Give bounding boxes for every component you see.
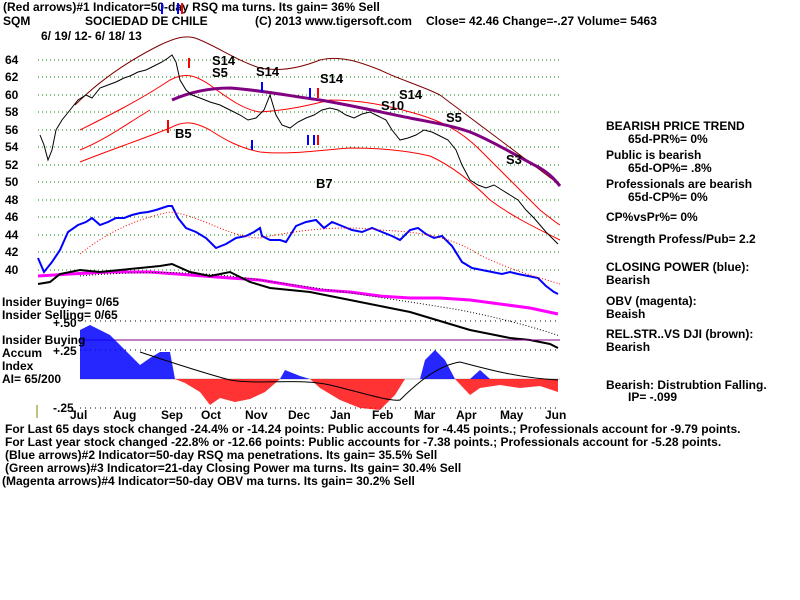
trend-title: BEARISH PRICE TREND — [606, 119, 745, 133]
month-tick: Nov — [245, 408, 268, 422]
accum-ma-line — [139, 351, 559, 401]
price-tick: 42 — [5, 245, 19, 259]
price-tick: 54 — [5, 140, 19, 154]
month-tick: Feb — [372, 408, 394, 422]
month-tick: Oct — [201, 408, 222, 422]
price-tick: 64 — [5, 53, 19, 67]
price-tick: 40 — [5, 263, 19, 277]
price-tick: 44 — [5, 228, 19, 242]
price-tick: 52 — [5, 158, 19, 172]
ma50-line — [171, 86, 562, 187]
month-tick: Apr — [456, 408, 477, 422]
quote-summary: Close= 42.46 Change=-.27 Volume= 5463 — [426, 14, 657, 28]
signal-s14-2: S14 — [256, 64, 280, 79]
price-tick: 62 — [5, 70, 19, 84]
price-bars — [39, 54, 559, 245]
relstr-status: Bearish — [606, 340, 651, 354]
month-tick: Jul — [70, 408, 88, 422]
obv-title: OBV (magenta): — [606, 294, 697, 308]
price-tick: 46 — [5, 210, 19, 224]
price-tick: 60 — [5, 88, 19, 102]
price-tick: 56 — [5, 123, 19, 137]
signal-b5: B5 — [175, 126, 192, 141]
accum-gridlines — [80, 320, 560, 409]
signal-b7: B7 — [316, 176, 333, 191]
relstr-ma — [79, 272, 561, 337]
price-tick: 50 — [5, 175, 19, 189]
copyright: (C) 2013 www.tigersoft.com — [255, 14, 412, 28]
indicator-4-title: (Magenta arrows)#4 Indicator=50-day OBV … — [2, 474, 415, 488]
relstr-title: REL.STR..VS DJI (brown): — [606, 327, 754, 341]
cp-value: 65d-CP%= 0% — [628, 190, 708, 204]
accum-tick-plus50: +.50 — [53, 316, 77, 330]
upper-outer-band — [74, 36, 561, 186]
closing-power-title: CLOSING POWER (blue): — [606, 260, 750, 274]
month-tick: Dec — [288, 408, 311, 422]
signal-s5-2: S5 — [446, 110, 462, 125]
indicator-3-title: (Green arrows)#3 Indicator=21-day Closin… — [5, 461, 462, 475]
pr-value: 65d-PR%= 0% — [628, 132, 708, 146]
op-value: 65d-OP%= .8% — [628, 161, 712, 175]
relstr-line — [37, 262, 559, 349]
insider-selling: Insider Selling= 0/65 — [2, 308, 118, 322]
month-tick: Sep — [161, 408, 184, 422]
footer-65day: For Last 65 days stock changed -24.4% or… — [5, 422, 741, 436]
indicator-2-title: (Blue arrows)#2 Indicator=50-day RSQ ma … — [5, 448, 438, 462]
month-tick: May — [500, 408, 524, 422]
footer-year: For Last year stock changed -22.8% or -1… — [5, 435, 722, 449]
index-label: Index — [2, 359, 34, 373]
signal-s3: S3 — [506, 152, 522, 167]
strength-value: Strength Profess/Pub= 2.2 — [606, 232, 756, 246]
price-gridlines — [38, 59, 560, 271]
closing-power-line — [37, 205, 559, 295]
month-tick: Jun — [545, 408, 567, 422]
signal-s14-1: S14 — [212, 53, 236, 68]
price-tick: 58 — [5, 105, 19, 119]
accum-positive-area — [80, 325, 490, 379]
ip-value: IP= -.099 — [628, 390, 678, 404]
accum-tick-minus25: -.25 — [53, 401, 74, 415]
closing-power-ma — [79, 211, 561, 285]
cpvspr-value: CP%vsPr%= 0% — [606, 210, 698, 224]
accum-tick-plus25: +.25 — [53, 344, 77, 358]
prof-title: Professionals are bearish — [606, 177, 753, 191]
distribution-status: Bearish: Distrubtion Falling. — [606, 378, 767, 392]
accum-label: Accum — [2, 346, 43, 360]
month-tick: Jan — [330, 408, 351, 422]
closing-power-status: Bearish — [606, 273, 651, 287]
month-tick: Mar — [414, 408, 436, 422]
insider-buying: Insider Buying= 0/65 — [2, 295, 120, 309]
indicator-1-title: (Red arrows)#1 Indicator=50-day RSQ ma t… — [3, 0, 380, 14]
public-title: Public is bearish — [606, 148, 702, 162]
obv-status: Beaish — [606, 307, 646, 321]
signal-s14-3: S14 — [320, 71, 344, 86]
lower-inner-band — [79, 122, 561, 241]
signal-arrows — [161, 3, 319, 150]
date-range: 6/ 19/ 12- 6/ 18/ 13 — [41, 29, 142, 43]
month-tick: Aug — [113, 408, 137, 422]
ai-value: AI= 65/200 — [2, 372, 62, 386]
lower-outer-band — [79, 109, 151, 151]
signal-s10: S10 — [381, 98, 404, 113]
company-name: SOCIEDAD DE CHILE — [85, 14, 208, 28]
obv-line — [37, 270, 559, 316]
upper-inner-band — [79, 74, 561, 226]
ticker: SQM — [3, 14, 31, 28]
price-tick: 48 — [5, 193, 19, 207]
insider-buying-line-label: Insider Buying — [2, 333, 86, 347]
signal-s5-1: S5 — [212, 65, 228, 80]
signal-s14-4: S14 — [399, 87, 423, 102]
